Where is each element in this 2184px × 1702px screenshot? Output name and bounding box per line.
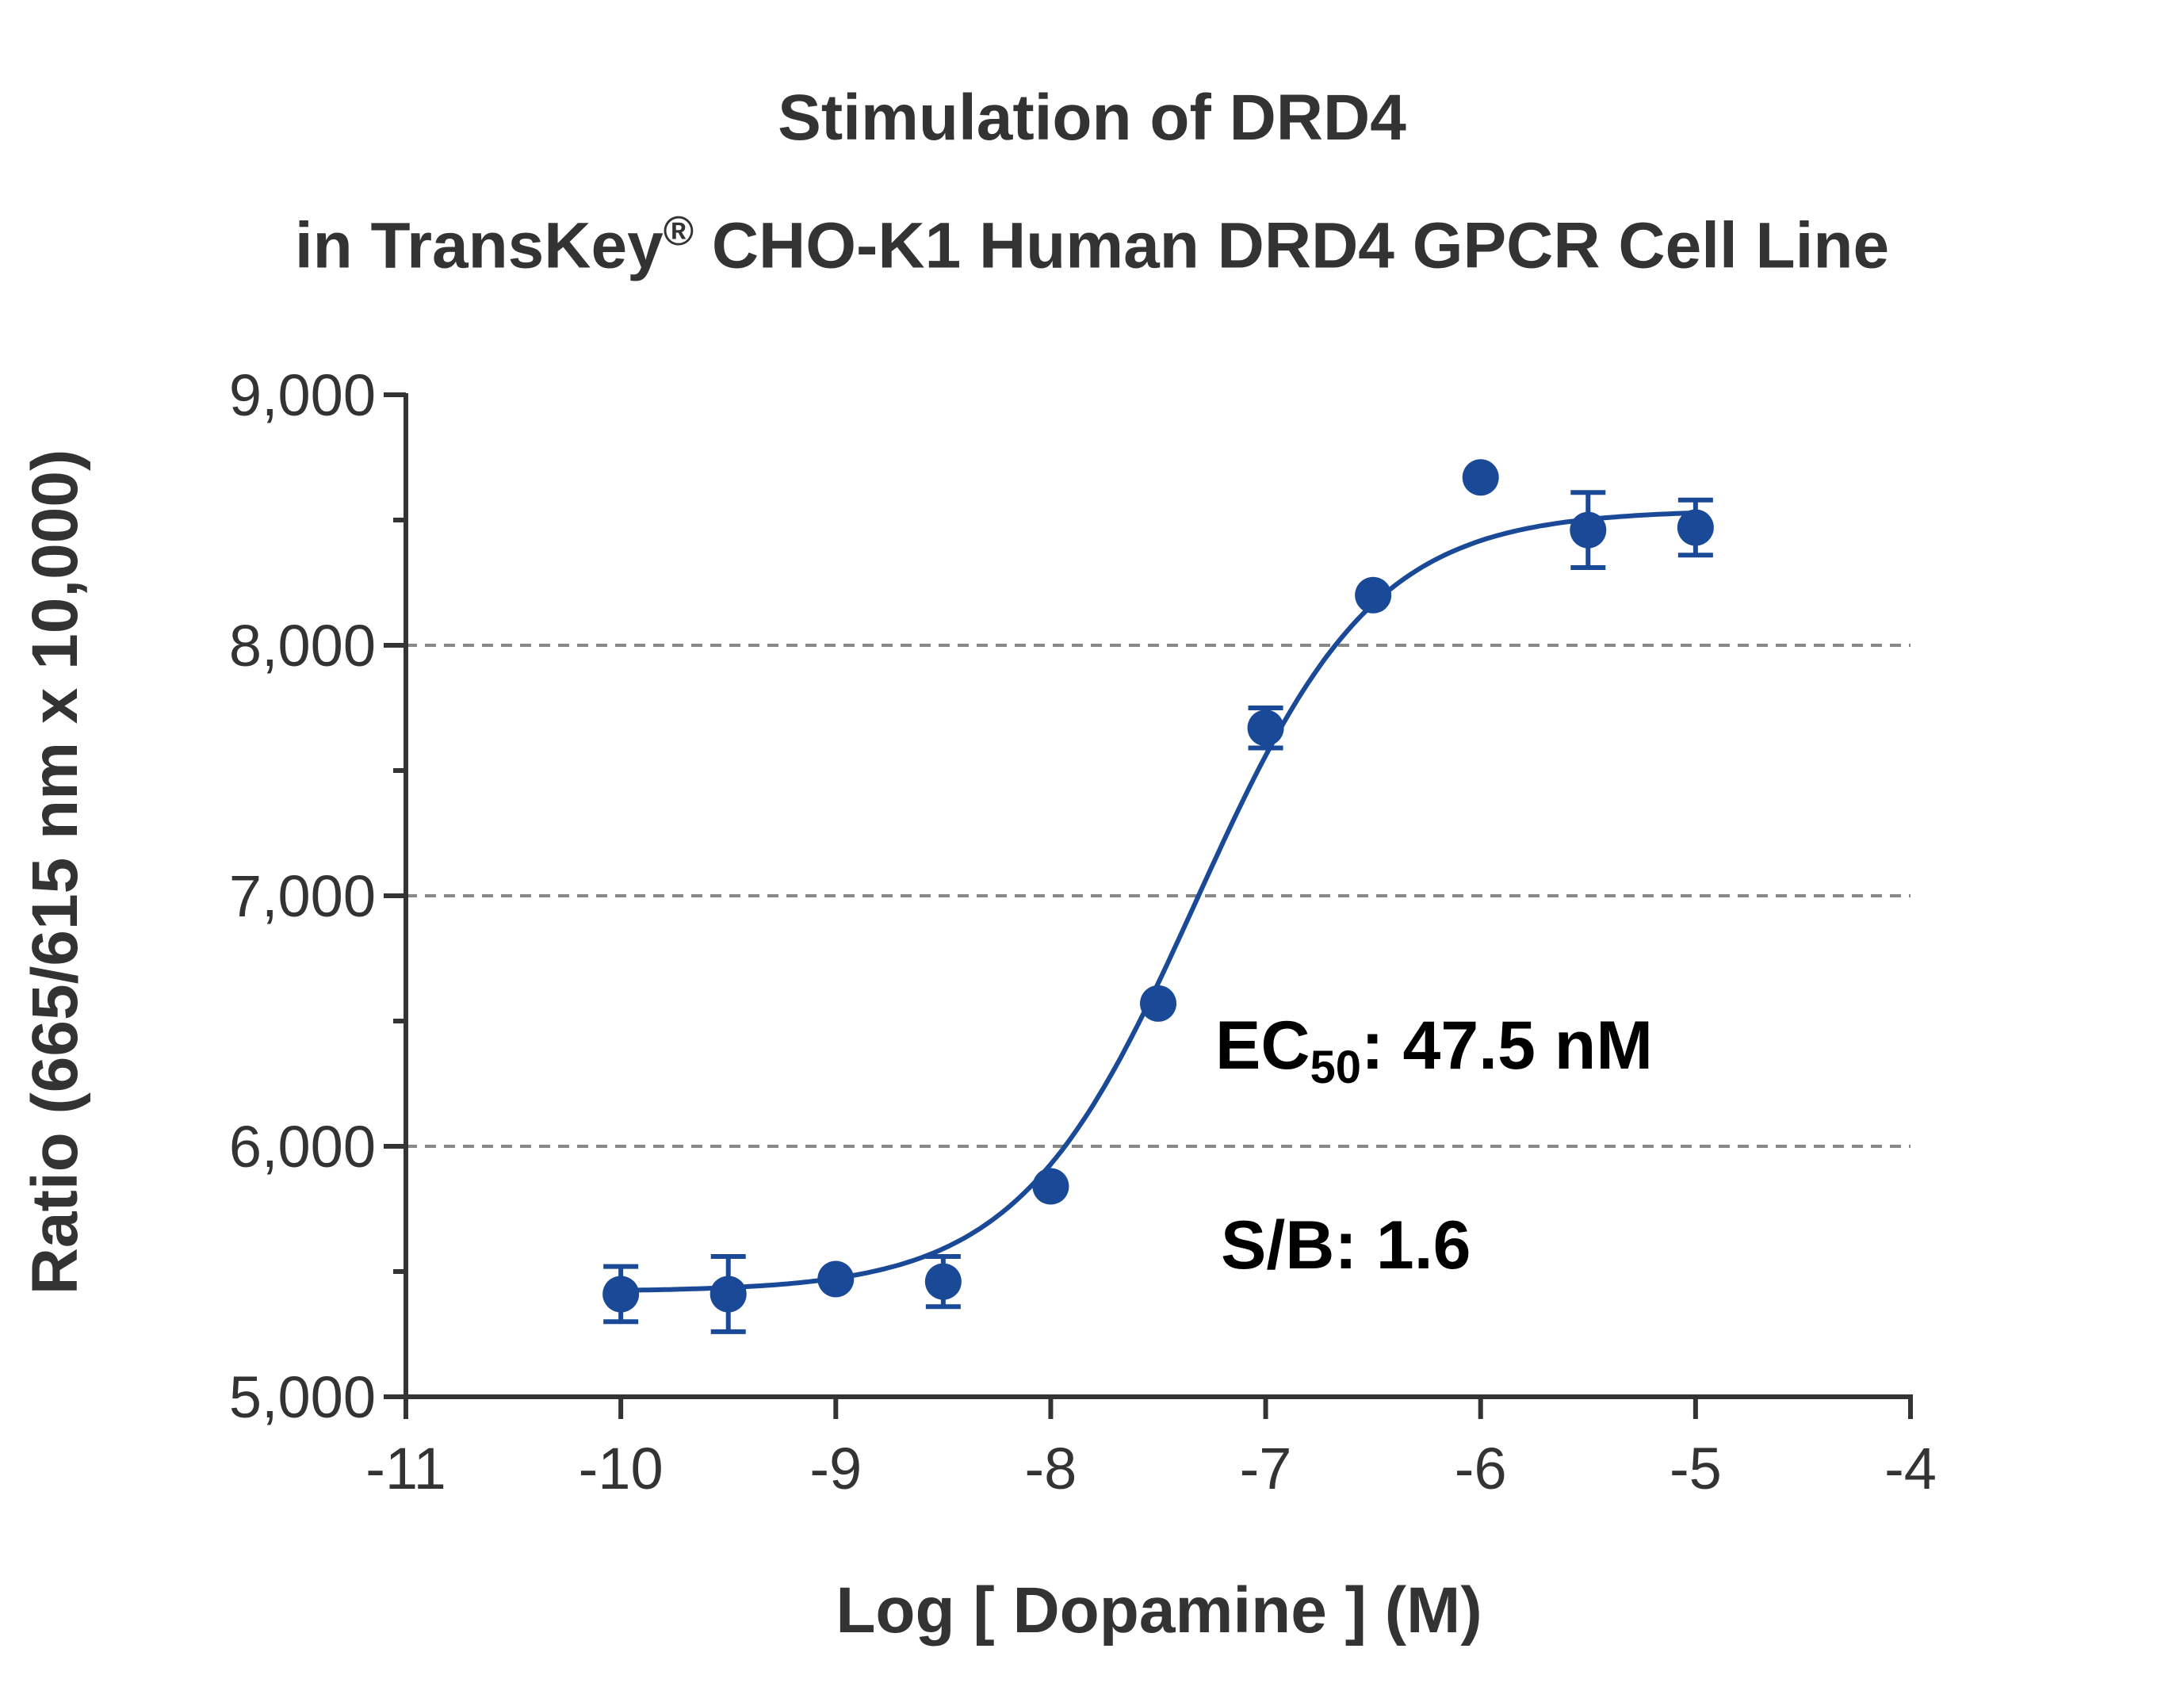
data-point [710, 1276, 747, 1313]
x-tick-label: -5 [1670, 1436, 1722, 1501]
y-tick-label: 6,000 [229, 1114, 376, 1180]
data-point [602, 1276, 640, 1313]
registered-mark: ® [663, 208, 694, 254]
chart-title-line-1: Stimulation of DRD4 [778, 82, 1406, 154]
y-axis-label: Ratio (665/615 nm x 10,000) [19, 449, 91, 1295]
x-tick-label: -11 [365, 1436, 446, 1501]
title-text-after-mark: CHO-K1 Human DRD4 GPCR Cell Line [694, 209, 1890, 282]
data-point [1355, 576, 1392, 614]
x-tick-label: -9 [809, 1436, 862, 1501]
fit-curve-group [621, 510, 1696, 1293]
grid-lines [406, 644, 1911, 1148]
data-point [1570, 511, 1607, 549]
error-bars [603, 490, 1713, 1334]
tick-labels: 5,000 6,000 7,000 8,000 9,000 -11 -10 -9 -8 -7 -6 -… [229, 362, 1937, 1501]
title-text-before-mark: in TransKey [294, 209, 664, 282]
ec50-annotation: EC50: 47.5 nM [1215, 1007, 1653, 1094]
ec50-value: : 47.5 nM [1360, 1008, 1653, 1084]
data-point [1677, 509, 1714, 546]
x-axis-label: Log [ Dopamine ] (M) [836, 1574, 1482, 1647]
data-point [1140, 985, 1176, 1022]
x-tick-label: -10 [579, 1436, 664, 1501]
y-tick-label: 8,000 [229, 613, 376, 679]
ec50-subscript: 50 [1310, 1042, 1361, 1094]
data-point [924, 1263, 962, 1300]
y-tick-label: 9,000 [229, 362, 376, 428]
signal-background-annotation: S/B: 1.6 [1221, 1207, 1471, 1283]
chart-title-line-2: in TransKey® CHO-K1 Human DRD4 GPCR Cell… [0, 208, 2184, 283]
data-point [1032, 1168, 1069, 1205]
axes [384, 392, 1913, 1419]
fit-curve [621, 510, 1696, 1293]
x-tick-label: -7 [1240, 1436, 1292, 1501]
data-point [1247, 709, 1284, 747]
y-tick-label: 5,000 [229, 1364, 376, 1430]
data-points [602, 459, 1714, 1313]
x-tick-label: -6 [1455, 1436, 1507, 1501]
x-tick-label: -8 [1025, 1436, 1077, 1501]
ec50-prefix: EC [1215, 1008, 1310, 1084]
x-tick-label: -4 [1884, 1436, 1937, 1501]
data-point [817, 1260, 855, 1298]
data-point [1462, 459, 1499, 496]
y-tick-label: 7,000 [229, 863, 376, 929]
